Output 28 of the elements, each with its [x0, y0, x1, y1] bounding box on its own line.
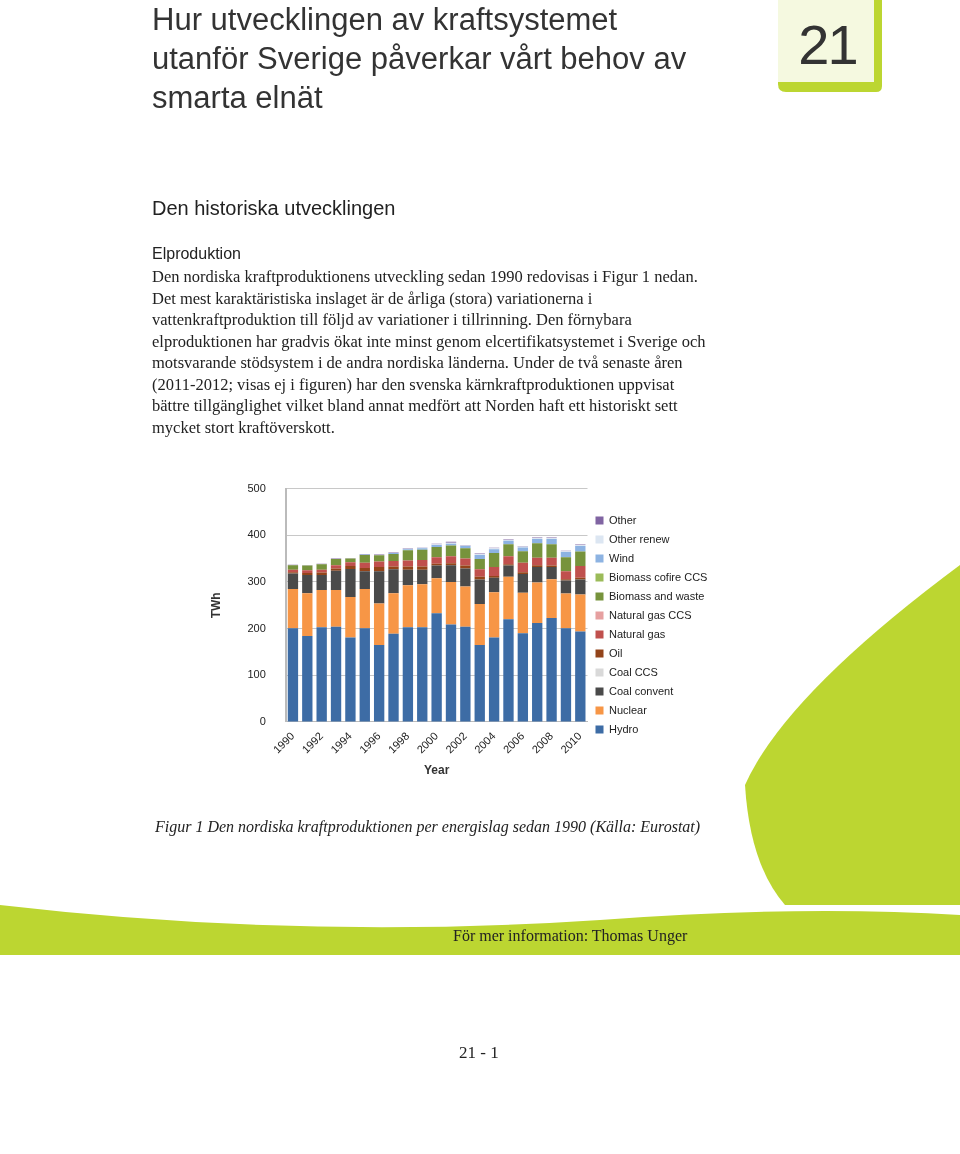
legend-label: Coal CCS — [609, 665, 658, 678]
legend-label: Other renew — [609, 532, 670, 545]
text: För mer information: Thomas Unger — [453, 927, 688, 945]
y-axis-title: TWh — [208, 592, 223, 619]
legend-label: Hydro — [609, 722, 639, 735]
y-tick-label: 0 — [259, 714, 266, 727]
legend-label: Oil — [609, 646, 623, 659]
legend-label: Biomass and waste — [609, 589, 705, 602]
y-tick-label: 100 — [247, 668, 266, 681]
legend-label: Natural gas CCS — [609, 608, 692, 621]
chart-title: Hur utvecklingen av kraftsystemet utanför Sverige påverkar vårt behov av smarta elnät — [152, 1, 688, 117]
y-tick-label: 200 — [247, 621, 266, 634]
x-axis-title: Year — [423, 763, 450, 778]
legend-label: Coal convent — [609, 684, 674, 697]
text: 21 - 1 — [459, 1043, 499, 1063]
y-tick-label: 300 — [247, 574, 266, 587]
legend-label: Nuclear — [609, 703, 648, 716]
text: Den nordiska kraftproduktionens utveckling sedan 1990 redovisas i Figur 1 nedan. Det mest karaktäristiska inslaget är de årliga (stora) variationerna i vattenkraftproduktion till följd av variationer i tillrinning. Den förnybara elproduktionen har gradvis ökat inte minst genom elcertifikatsystemet i Sverige och motsvarande stödsystem i de andra nordiska länderna. Under de två senaste åren (2011-2012; visas ej i figuren) har den svenska kärnkraftproduktionen uppvisat bättre tillgänglighet vilket bland annat medfört att Norden haft ett historiskt sett mycket stort kraftöverskott. — [152, 266, 707, 438]
y-tick-label: 500 — [247, 481, 266, 494]
legend-label: Other — [609, 513, 637, 526]
text: 21 — [797, 12, 858, 77]
legend-label: Wind — [609, 551, 635, 564]
text: Figur 1 Den nordiska kraftproduktionen per energislag sedan 1990 (Källa: Eurostat) — [155, 818, 701, 836]
chart-subtitle: Den historiska utvecklingen — [152, 197, 396, 220]
legend-label: Biomass cofire CCS — [609, 570, 708, 583]
legend-label: Natural gas — [609, 627, 666, 640]
text: Elproduktion — [152, 245, 241, 263]
y-tick-label: 400 — [247, 528, 266, 541]
